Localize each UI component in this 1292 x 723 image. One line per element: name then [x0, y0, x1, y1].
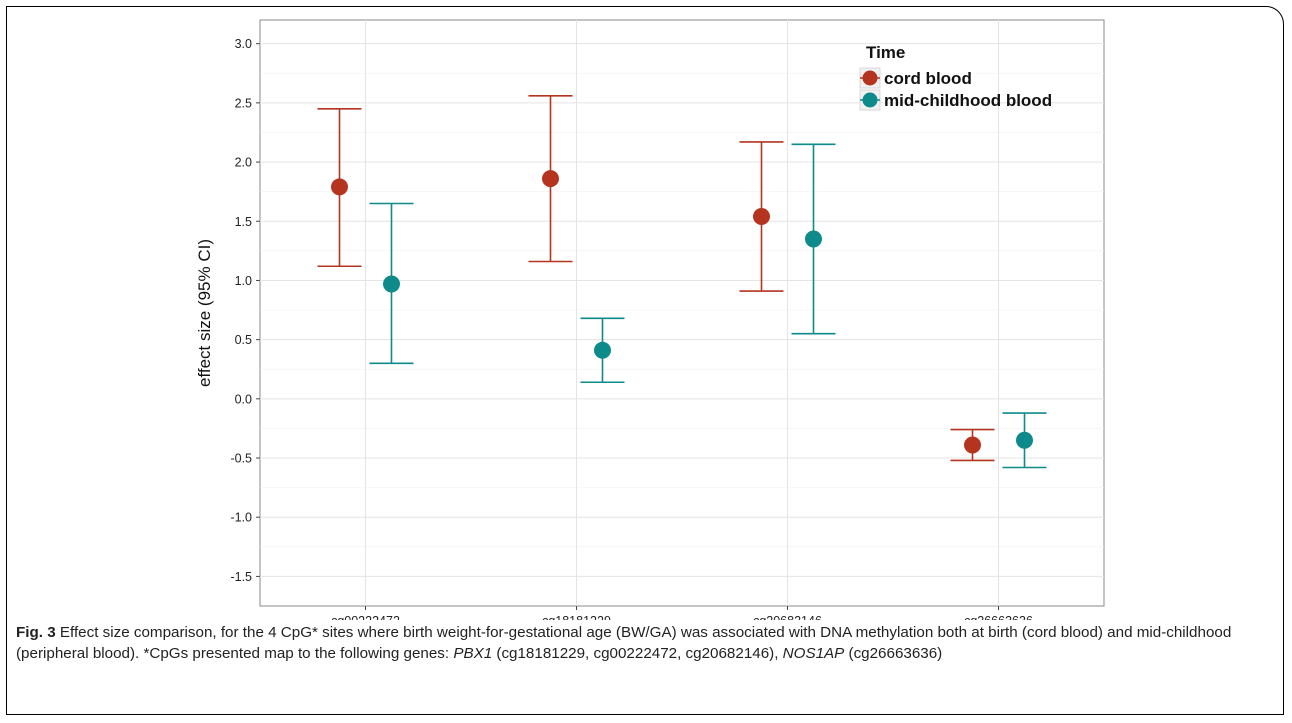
legend: Time cord blood mid-childhood blood: [859, 43, 1052, 111]
y-tick-label: -1.5: [230, 570, 252, 584]
y-axis-label: effect size (95% CI): [195, 239, 214, 387]
y-tick-label: -1.0: [230, 511, 252, 525]
gene-pbx1: PBX1: [453, 645, 493, 662]
errorbar-point-cord-blood: [317, 107, 362, 268]
estimate-point: [753, 208, 770, 226]
y-axis-ticks: -1.5 -1.0 -0.5 0.0 0.5 1.0 1.5 2.0 2.5 3.0: [230, 37, 260, 584]
figure-frame: [6, 6, 1284, 715]
errorbar-point-cord-blood: [528, 94, 573, 263]
gene-nos1ap: NOS1AP: [782, 645, 845, 662]
x-tick-label: cg20682146: [753, 614, 822, 620]
errorbar-point-mid-childhood-blood: [791, 143, 836, 335]
errorbar-point-mid-childhood-blood: [369, 202, 414, 365]
caption-text-2: (cg18181229, cg00222472, cg20682146),: [492, 645, 783, 662]
x-tick-label: cg18181229: [542, 614, 611, 620]
errorbar-point-cord-blood: [739, 141, 784, 292]
legend-key-point: [862, 92, 878, 108]
data-marks: [317, 94, 1047, 469]
plot-panel: [259, 19, 1105, 607]
grid-lines: [260, 20, 1104, 606]
y-tick-label: 2.0: [235, 156, 252, 170]
legend-title: Time: [866, 43, 905, 62]
effect-size-chart: -1.5 -1.0 -0.5 0.0 0.5 1.0 1.5 2.0 2.5 3.0 cg0022…: [195, 19, 1105, 620]
x-tick-label: cg26663636: [964, 614, 1033, 620]
y-tick-label: 0.5: [235, 333, 252, 347]
caption-text-3: (cg26663636): [844, 645, 943, 662]
y-tick-label: 1.0: [235, 274, 252, 288]
estimate-point: [331, 178, 348, 196]
figure-label: Fig. 3: [16, 624, 56, 641]
errorbar-point-cord-blood: [950, 428, 995, 462]
x-axis-ticks: cg00222472 cg18181229 cg20682146 cg26663636: [331, 606, 1033, 620]
y-tick-label: 2.5: [235, 96, 252, 110]
estimate-point: [594, 341, 611, 359]
legend-key-point: [862, 70, 878, 86]
y-tick-label: 1.5: [235, 215, 252, 229]
y-tick-label: 0.0: [235, 392, 252, 406]
estimate-point: [1016, 431, 1033, 449]
errorbar-point-mid-childhood-blood: [580, 317, 625, 384]
errorbar-point-mid-childhood-blood: [1002, 412, 1047, 469]
figure-caption: Fig. 3 Effect size comparison, for the 4…: [16, 622, 1274, 664]
y-tick-label: 3.0: [235, 37, 252, 51]
estimate-point: [542, 170, 559, 188]
legend-label: cord blood: [884, 69, 972, 88]
estimate-point: [805, 230, 822, 248]
caption-text-1: Effect size comparison, for the 4 CpG* s…: [16, 624, 1232, 662]
legend-label: mid-childhood blood: [884, 91, 1052, 110]
y-tick-label: -0.5: [230, 452, 252, 466]
x-tick-label: cg00222472: [331, 614, 400, 620]
estimate-point: [383, 275, 400, 293]
estimate-point: [964, 436, 981, 454]
